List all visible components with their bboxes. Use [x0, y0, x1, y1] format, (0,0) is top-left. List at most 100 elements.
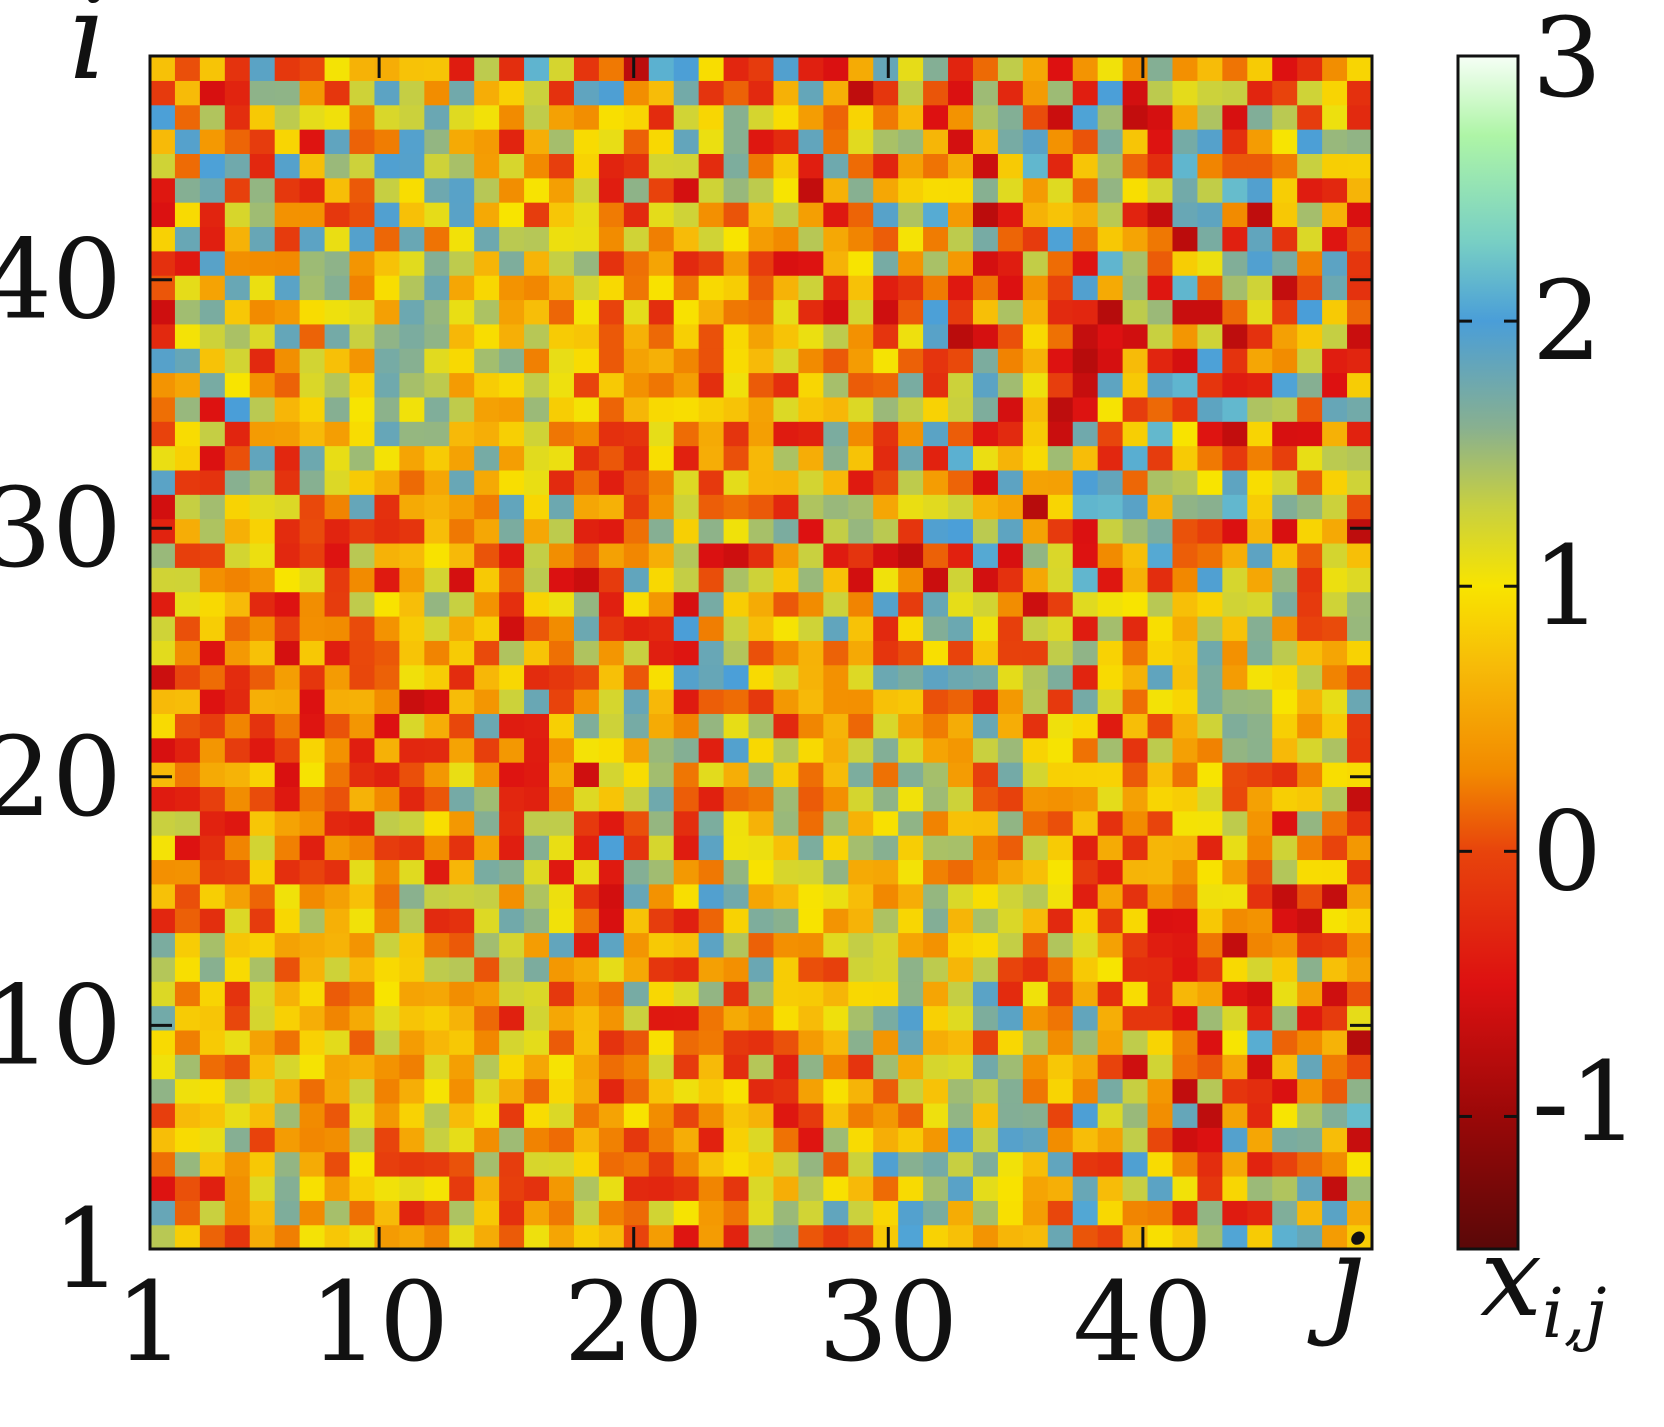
heatmap-cell	[199, 518, 226, 544]
heatmap-cell	[1172, 542, 1199, 568]
heatmap-cell	[1072, 591, 1099, 617]
heatmap-cell	[474, 177, 500, 203]
heatmap-cell	[623, 567, 650, 593]
heatmap-cell	[948, 567, 974, 593]
heatmap-cell	[1322, 713, 1348, 739]
heatmap-cell	[723, 932, 750, 958]
heatmap-cell	[623, 396, 650, 422]
heatmap-cell	[648, 1005, 675, 1031]
heatmap-cell	[349, 810, 376, 836]
heatmap-cell	[424, 226, 450, 252]
heatmap-cell	[449, 104, 475, 130]
heatmap-cell	[1247, 713, 1273, 739]
heatmap-cell	[773, 640, 800, 666]
heatmap-cell	[1022, 859, 1049, 885]
heatmap-cell	[1097, 1102, 1124, 1128]
heatmap-cell	[349, 518, 376, 544]
heatmap-cell	[1172, 372, 1199, 398]
heatmap-cell	[474, 518, 500, 544]
heatmap-cell	[1247, 883, 1273, 909]
heatmap-cell	[723, 518, 750, 544]
heatmap-cell	[1197, 786, 1223, 812]
heatmap-cell	[1347, 372, 1373, 398]
heatmap-cell	[673, 932, 700, 958]
heatmap-cell	[249, 1054, 276, 1080]
heatmap-cell	[948, 153, 974, 179]
heatmap-cell	[174, 421, 201, 447]
heatmap-cell	[573, 1127, 600, 1153]
heatmap-cell	[1147, 786, 1174, 812]
heatmap-cell	[648, 713, 675, 739]
heatmap-cell	[723, 1005, 750, 1031]
heatmap-cell	[150, 1224, 176, 1250]
heatmap-cell	[923, 348, 949, 374]
heatmap-cell	[224, 786, 251, 812]
heatmap-cell	[648, 1224, 675, 1250]
heatmap-cell	[948, 615, 974, 641]
heatmap-cell	[1072, 518, 1099, 544]
heatmap-cell	[573, 421, 600, 447]
heatmap-cell	[823, 80, 849, 106]
heatmap-cell	[1247, 786, 1273, 812]
heatmap-cell	[374, 1175, 400, 1201]
heatmap-cell	[1097, 1200, 1124, 1226]
heatmap-cell	[224, 275, 251, 301]
heatmap-cell	[199, 1151, 226, 1177]
heatmap-cell	[199, 1054, 226, 1080]
heatmap-cell	[997, 177, 1024, 203]
heatmap-cell	[773, 202, 800, 228]
heatmap-cell	[1022, 1005, 1049, 1031]
heatmap-cell	[549, 1054, 575, 1080]
heatmap-cell	[972, 786, 999, 812]
heatmap-cell	[1197, 299, 1223, 325]
heatmap-cell	[1022, 153, 1049, 179]
heatmap-cell	[1247, 250, 1273, 276]
heatmap-cell	[972, 664, 999, 690]
heatmap-cell	[873, 835, 899, 861]
heatmap-cell	[1197, 615, 1223, 641]
heatmap-cell	[1122, 932, 1149, 958]
heatmap-cell	[1097, 932, 1124, 958]
heatmap-cell	[848, 1054, 874, 1080]
heatmap-cell	[923, 104, 949, 130]
heatmap-cell	[549, 664, 575, 690]
heatmap-cell	[997, 1102, 1024, 1128]
heatmap-cell	[723, 810, 750, 836]
heatmap-cell	[1297, 932, 1323, 958]
heatmap-cell	[648, 1078, 675, 1104]
heatmap-cell	[1297, 494, 1323, 520]
heatmap-cell	[424, 859, 450, 885]
heatmap-cell	[848, 713, 874, 739]
heatmap-cell	[1022, 640, 1049, 666]
heatmap-cell	[1072, 202, 1099, 228]
heatmap-cell	[549, 1005, 575, 1031]
heatmap-cell	[349, 396, 376, 422]
heatmap-cell	[1272, 615, 1298, 641]
heatmap-cell	[1147, 1200, 1174, 1226]
heatmap-cell	[1197, 835, 1223, 861]
heatmap-cell	[1322, 80, 1348, 106]
heatmap-cell	[1222, 859, 1248, 885]
heatmap-cell	[1047, 104, 1074, 130]
heatmap-cell	[1122, 299, 1149, 325]
heatmap-cell	[274, 762, 301, 788]
heatmap-cell	[673, 981, 700, 1007]
heatmap-cell	[848, 396, 874, 422]
heatmap-cell	[972, 762, 999, 788]
heatmap-cell	[1322, 177, 1348, 203]
heatmap-cell	[199, 810, 226, 836]
heatmap-cell	[698, 494, 725, 520]
heatmap-cell	[274, 1151, 301, 1177]
heatmap-cell	[972, 323, 999, 349]
heatmap-cell	[1297, 1175, 1323, 1201]
heatmap-cell	[1247, 762, 1273, 788]
heatmap-cell	[299, 1151, 326, 1177]
heatmap-cell	[1247, 348, 1273, 374]
heatmap-cell	[748, 883, 775, 909]
heatmap-cell	[798, 275, 824, 301]
heatmap-cell	[773, 129, 800, 154]
heatmap-cell	[224, 1005, 251, 1031]
heatmap-cell	[1297, 713, 1323, 739]
heatmap-cell	[150, 323, 176, 349]
heatmap-cell	[773, 177, 800, 203]
